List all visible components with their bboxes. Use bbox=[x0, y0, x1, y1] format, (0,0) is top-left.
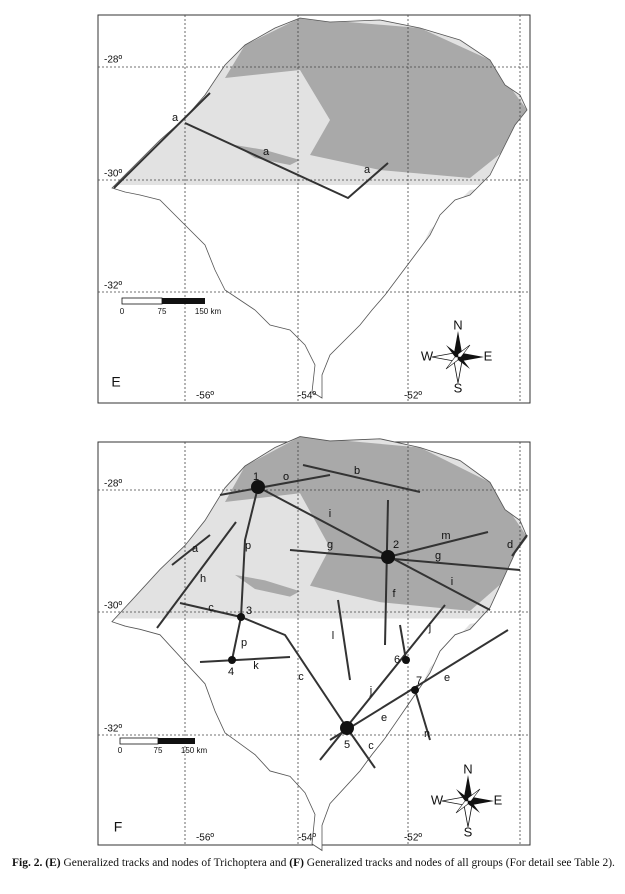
longitude-label: -52º bbox=[404, 391, 422, 402]
node-label: 7 bbox=[416, 675, 422, 687]
compass-label: S bbox=[454, 380, 463, 395]
longitude-label: -54º bbox=[298, 391, 316, 402]
scale-label: 75 bbox=[158, 307, 167, 316]
track-label: k bbox=[253, 660, 259, 672]
caption-tag: (F) bbox=[289, 857, 304, 869]
caption-tag: (E) bbox=[45, 857, 61, 869]
track-label: a bbox=[172, 112, 179, 124]
track-label: a bbox=[364, 164, 371, 176]
compass-label: W bbox=[431, 792, 444, 807]
track-label: o bbox=[283, 471, 289, 483]
track-label: j bbox=[428, 622, 431, 634]
compass-label: W bbox=[421, 348, 434, 363]
latitude-label: -32º bbox=[104, 281, 122, 292]
scale-label: 0 bbox=[120, 307, 125, 316]
panel-e bbox=[97, 0, 540, 404]
panel-label: F bbox=[114, 819, 123, 835]
node-label: 6 bbox=[394, 654, 400, 666]
track-label: e bbox=[381, 712, 387, 724]
track-label: h bbox=[200, 573, 206, 585]
compass-label: E bbox=[484, 348, 493, 363]
track-label: i bbox=[329, 508, 331, 520]
scale-label: 0 bbox=[118, 746, 123, 755]
track-label: a bbox=[192, 543, 199, 555]
scale-label: 150 km bbox=[181, 746, 208, 755]
longitude-label: -56º bbox=[196, 833, 214, 844]
track-label: c bbox=[298, 671, 304, 683]
latitude-label: -30º bbox=[104, 601, 122, 612]
graticule bbox=[98, 15, 530, 403]
panel-f bbox=[97, 417, 540, 852]
track-label: j bbox=[369, 685, 372, 697]
compass-label: N bbox=[463, 761, 472, 776]
track-label: d bbox=[507, 539, 513, 551]
node-label: 3 bbox=[246, 605, 252, 617]
track-label: p bbox=[245, 540, 251, 552]
longitude-label: -56º bbox=[196, 391, 214, 402]
track-label: b bbox=[354, 465, 360, 477]
longitude-label: -54º bbox=[298, 833, 316, 844]
latitude-label: -32º bbox=[104, 724, 122, 735]
nodes bbox=[228, 480, 419, 735]
track-label: g bbox=[435, 550, 441, 562]
latitude-label: -28º bbox=[104, 479, 122, 490]
track-label: g bbox=[327, 539, 333, 551]
track-label: a bbox=[263, 146, 270, 158]
scale-label: 75 bbox=[154, 746, 163, 755]
tracks bbox=[113, 92, 389, 200]
compass-label: E bbox=[494, 792, 503, 807]
caption-text: Generalized tracks and nodes of all grou… bbox=[306, 857, 615, 869]
track-label: p bbox=[241, 637, 247, 649]
track-label: f bbox=[392, 588, 396, 600]
longitude-label: -52º bbox=[404, 833, 422, 844]
panel-label: E bbox=[111, 374, 120, 390]
track-label: i bbox=[451, 576, 453, 588]
node-label: 1 bbox=[253, 471, 259, 483]
compass-label: S bbox=[464, 824, 473, 839]
track-label: m bbox=[441, 530, 450, 542]
node-label: 5 bbox=[344, 739, 350, 751]
scale-bar bbox=[119, 737, 195, 745]
track-label: c bbox=[368, 740, 374, 752]
tracks bbox=[156, 464, 528, 769]
node-label: 2 bbox=[393, 539, 399, 551]
scale-label: 150 km bbox=[195, 307, 222, 316]
track-label: c bbox=[208, 602, 214, 614]
caption-figure: Fig. 2. bbox=[12, 857, 43, 869]
latitude-label: -30º bbox=[104, 169, 122, 180]
latitude-label: -28º bbox=[104, 55, 122, 66]
caption-text: Generalized tracks and nodes of Trichopt… bbox=[63, 857, 287, 869]
scale-bar bbox=[121, 297, 205, 305]
node-label: 4 bbox=[228, 666, 234, 678]
track-label: n bbox=[424, 728, 430, 740]
compass-label: N bbox=[453, 317, 462, 332]
track-label: l bbox=[332, 630, 334, 642]
figure-caption: Fig. 2. (E) Generalized tracks and nodes… bbox=[12, 856, 616, 871]
track-label: e bbox=[444, 672, 450, 684]
